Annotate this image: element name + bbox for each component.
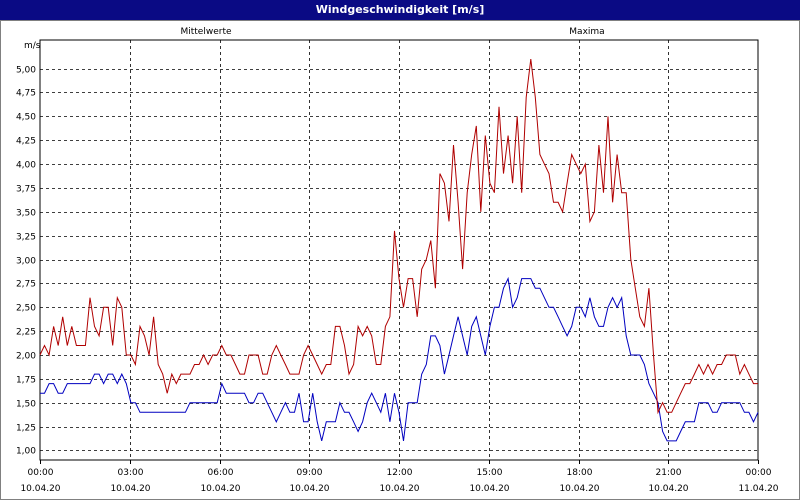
y-tick-label: 4,75 <box>16 89 36 99</box>
y-tick-label: 1,00 <box>16 447 36 457</box>
x-tick-date: 10.04.20 <box>110 484 150 494</box>
y-tick-label: 5,00 <box>16 66 36 76</box>
series-line-mittelwerte <box>40 276 759 442</box>
x-tick-time: 21:00 <box>656 468 682 478</box>
y-tick-label: 2,00 <box>16 352 36 362</box>
x-tick-date: 11.04.20 <box>738 484 778 494</box>
x-tick-time: 00:00 <box>746 468 772 478</box>
plot-area <box>39 39 759 461</box>
x-tick-time: 12:00 <box>387 468 413 478</box>
x-tick-date: 10.04.20 <box>648 484 688 494</box>
x-tick-time: 00:00 <box>28 468 54 478</box>
y-tick-label: 3,25 <box>16 233 36 243</box>
x-tick-time: 15:00 <box>477 468 503 478</box>
y-tick-label: 4,00 <box>16 161 36 171</box>
x-tick-date: 10.04.20 <box>379 484 419 494</box>
x-tick-time: 09:00 <box>297 468 323 478</box>
y-tick-label: 4,25 <box>16 137 36 147</box>
legend-mittelwerte: Mittelwerte <box>180 27 231 37</box>
x-tick-date: 10.04.20 <box>289 484 329 494</box>
window-title: Windgeschwindigkeit [m/s] <box>0 0 800 20</box>
x-tick-time: 18:00 <box>567 468 593 478</box>
y-tick-label: 1,75 <box>16 376 36 386</box>
series-line-maxima <box>39 59 758 415</box>
y-tick-label: 4,50 <box>16 113 36 123</box>
y-axis-label: m/s <box>24 41 41 51</box>
y-tick-label: 3,00 <box>16 257 36 267</box>
legend-maxima: Maxima <box>569 27 604 37</box>
y-tick-label: 1,50 <box>16 400 36 410</box>
x-tick-date: 10.04.20 <box>469 484 509 494</box>
y-tick-label: 1,25 <box>16 424 36 434</box>
x-tick-date: 10.04.20 <box>200 484 240 494</box>
x-tick-time: 03:00 <box>118 468 144 478</box>
x-tick-date: 10.04.20 <box>559 484 599 494</box>
y-tick-label: 2,25 <box>16 328 36 338</box>
y-tick-label: 2,75 <box>16 280 36 290</box>
x-tick-date: 10.04.20 <box>20 484 60 494</box>
x-tick-time: 06:00 <box>208 468 234 478</box>
y-tick-label: 3,50 <box>16 209 36 219</box>
y-tick-label: 3,75 <box>16 185 36 195</box>
y-tick-label: 2,50 <box>16 304 36 314</box>
